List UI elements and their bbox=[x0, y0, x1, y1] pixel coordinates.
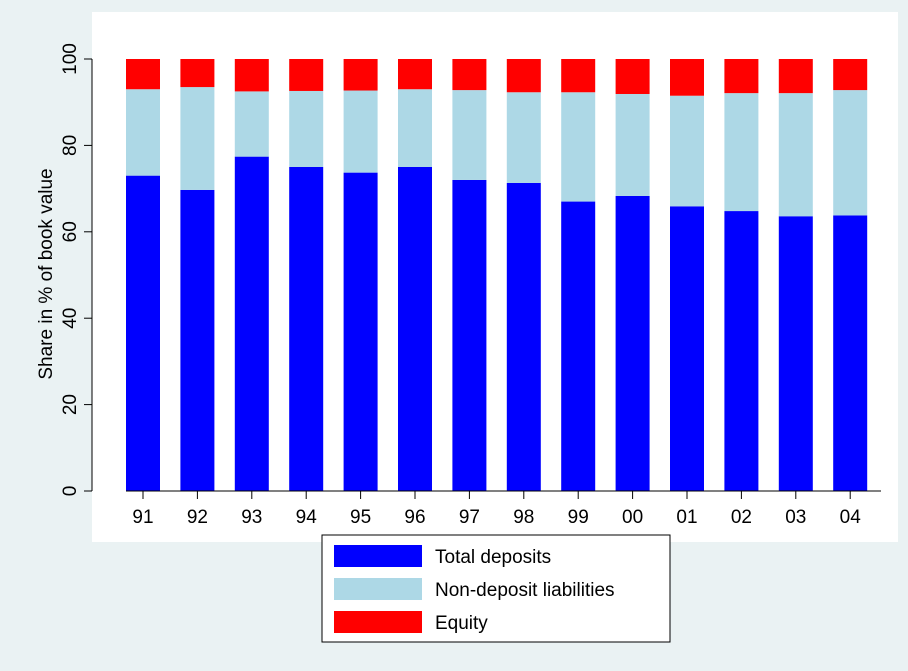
bar-segment-1-03 bbox=[778, 93, 813, 217]
bar-segment-1-91 bbox=[126, 89, 160, 176]
x-tick-label: 00 bbox=[622, 507, 643, 528]
bar-segment-0-02 bbox=[724, 211, 759, 491]
bar-segment-0-00 bbox=[615, 195, 650, 491]
bar-segment-2-99 bbox=[561, 59, 596, 93]
bar-segment-1-00 bbox=[615, 93, 650, 196]
bar-segment-1-98 bbox=[506, 92, 541, 183]
legend-label: Total deposits bbox=[435, 547, 551, 568]
bar-segment-2-94 bbox=[289, 59, 324, 91]
bar-segment-2-04 bbox=[833, 59, 868, 91]
bar-segment-2-03 bbox=[778, 59, 813, 94]
bar-segment-2-98 bbox=[506, 59, 541, 93]
bar-segment-0-96 bbox=[398, 167, 432, 491]
y-tick-label: 60 bbox=[60, 221, 81, 242]
x-tick-label: 02 bbox=[731, 507, 752, 528]
bar-segment-0-98 bbox=[506, 182, 541, 491]
legend-swatch bbox=[334, 578, 422, 600]
bar-segment-1-96 bbox=[398, 89, 432, 167]
x-tick-label: 03 bbox=[785, 507, 806, 528]
bar-segment-0-93 bbox=[234, 156, 269, 491]
bar-segment-1-93 bbox=[234, 91, 269, 157]
y-tick-label: 20 bbox=[60, 394, 81, 415]
legend-swatch bbox=[334, 611, 422, 633]
y-tick-label: 40 bbox=[60, 308, 81, 329]
bar-segment-0-94 bbox=[289, 167, 324, 491]
legend-label: Non-deposit liabilities bbox=[435, 580, 615, 601]
bar-segment-1-92 bbox=[180, 87, 215, 190]
bar-segment-0-95 bbox=[343, 172, 378, 491]
x-tick-label: 92 bbox=[187, 507, 208, 528]
bar-segment-1-94 bbox=[289, 90, 324, 167]
x-tick-label: 97 bbox=[459, 507, 480, 528]
x-tick-label: 04 bbox=[840, 507, 862, 528]
y-tick-label: 0 bbox=[60, 486, 81, 497]
bar-segment-0-92 bbox=[180, 189, 215, 491]
bar-segment-2-91 bbox=[126, 59, 160, 90]
bar-segment-2-01 bbox=[670, 59, 704, 96]
bar-segment-2-02 bbox=[724, 59, 759, 94]
x-tick-label: 98 bbox=[513, 507, 534, 528]
x-tick-label: 93 bbox=[241, 507, 262, 528]
bar-segment-0-04 bbox=[833, 215, 868, 491]
x-tick-label: 99 bbox=[568, 507, 589, 528]
bar-segment-2-00 bbox=[615, 59, 650, 94]
bar-segment-1-99 bbox=[561, 92, 596, 202]
bar-segment-2-97 bbox=[452, 59, 487, 91]
bar-segment-0-03 bbox=[778, 216, 813, 492]
x-tick-label: 94 bbox=[296, 507, 318, 528]
x-tick-label: 01 bbox=[676, 507, 697, 528]
y-tick-label: 100 bbox=[60, 43, 81, 75]
x-tick-label: 95 bbox=[350, 507, 371, 528]
plot-background bbox=[92, 12, 898, 542]
bar-segment-0-01 bbox=[670, 206, 704, 491]
bar-segment-0-91 bbox=[126, 175, 160, 491]
legend-swatch bbox=[334, 545, 422, 567]
bar-segment-2-95 bbox=[343, 59, 378, 91]
bar-segment-2-93 bbox=[234, 59, 269, 92]
bar-segment-2-92 bbox=[180, 59, 215, 88]
y-axis-label: Share in % of book value bbox=[36, 168, 57, 379]
legend-label: Equity bbox=[435, 613, 488, 634]
bar-segment-1-97 bbox=[452, 90, 487, 180]
bar-segment-1-02 bbox=[724, 93, 759, 212]
bar-segment-2-96 bbox=[398, 59, 432, 90]
bar-segment-1-04 bbox=[833, 90, 868, 216]
x-tick-label: 96 bbox=[404, 507, 425, 528]
bar-segment-1-95 bbox=[343, 90, 378, 173]
bar-segment-1-01 bbox=[670, 95, 704, 207]
x-tick-label: 91 bbox=[132, 507, 153, 528]
y-tick-label: 80 bbox=[60, 135, 81, 156]
bar-segment-0-97 bbox=[452, 179, 487, 491]
bar-segment-0-99 bbox=[561, 201, 596, 491]
